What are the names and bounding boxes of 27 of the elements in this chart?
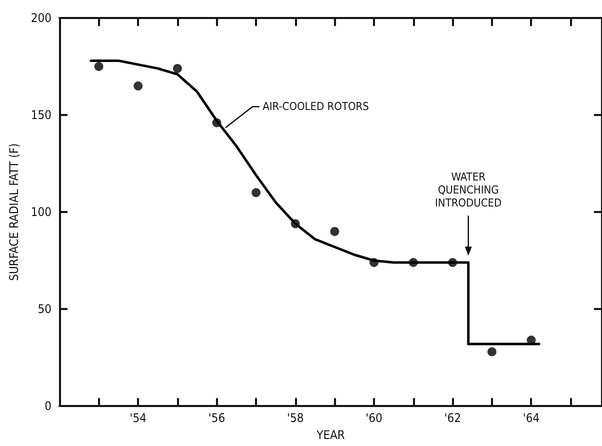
x-tick-label: '60 <box>366 411 382 426</box>
point <box>370 258 378 267</box>
y-tick-label: 0 <box>44 399 52 414</box>
point <box>448 258 458 267</box>
point <box>134 81 143 90</box>
x-tick-label: '58 <box>287 411 304 426</box>
annotation: WATER QUENCHING INTRODUCED <box>434 170 502 210</box>
x-tick-label: '54 <box>130 411 147 426</box>
line-series <box>90 59 540 346</box>
y-tick-label: 200 <box>30 11 52 25</box>
point <box>290 219 300 228</box>
y-tick-label: 50 <box>38 302 52 316</box>
point <box>172 64 182 73</box>
y-tick-label: 100 <box>30 205 52 220</box>
point <box>330 226 340 236</box>
point <box>212 118 222 128</box>
annotation: AIR-COOLED ROTORS <box>262 100 369 114</box>
point <box>408 258 418 267</box>
point <box>252 188 261 198</box>
point <box>487 347 496 356</box>
x-tick-label: '56 <box>208 411 226 426</box>
x-tick-label: '62 <box>444 411 461 426</box>
point <box>94 62 104 72</box>
y-axis-title: SURFACE RADIAL FATT (F) <box>7 143 21 281</box>
y-tick-label: 150 <box>30 108 52 122</box>
x-axis-title: YEAR <box>316 428 346 442</box>
x-tick-label: '64 <box>522 411 540 426</box>
